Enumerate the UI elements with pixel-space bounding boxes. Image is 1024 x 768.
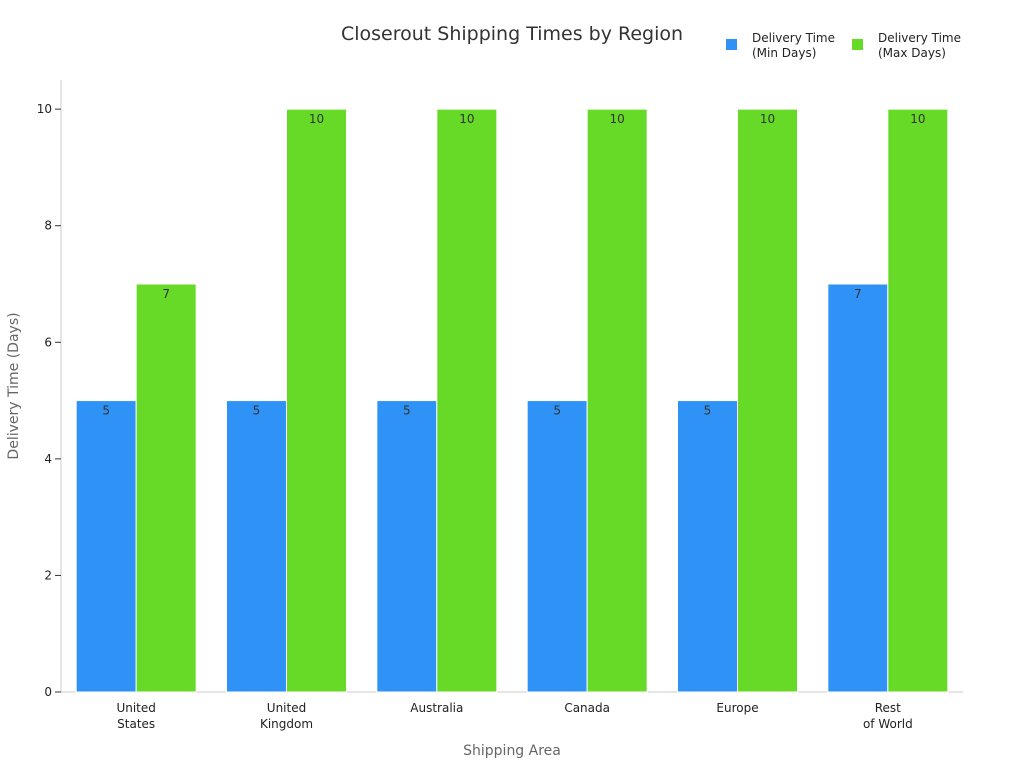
chart-title: Closerout Shipping Times by Region	[341, 23, 683, 45]
data-label: 5	[253, 404, 261, 418]
legend-swatch	[852, 39, 863, 50]
bar	[737, 108, 798, 693]
data-label: 5	[553, 404, 561, 418]
y-tick-label: 2	[44, 568, 52, 582]
data-label: 5	[704, 404, 712, 418]
bar	[827, 283, 889, 693]
x-tick-label: Rest of World	[863, 701, 913, 731]
legend-label: Delivery Time (Max Days)	[878, 31, 961, 60]
bar	[436, 108, 498, 693]
legend-swatch	[726, 39, 737, 50]
data-label: 5	[102, 404, 110, 418]
data-label: 10	[459, 112, 474, 126]
bar	[226, 400, 287, 693]
data-label: 7	[854, 287, 862, 301]
data-label: 7	[162, 287, 170, 301]
bar	[677, 400, 738, 693]
x-tick-label: Australia	[410, 701, 463, 715]
x-tick-label: United Kingdom	[260, 701, 313, 731]
legend-label: Delivery Time (Min Days)	[752, 31, 835, 60]
bars	[75, 108, 949, 693]
data-label: 10	[760, 112, 775, 126]
data-label: 10	[610, 112, 625, 126]
y-tick-label: 4	[44, 452, 52, 466]
data-label: 10	[910, 112, 925, 126]
y-tick-label: 0	[44, 685, 52, 699]
bar	[135, 283, 197, 693]
y-tick-label: 10	[37, 102, 52, 116]
bar	[526, 400, 588, 693]
bar	[887, 108, 949, 693]
data-label: 10	[309, 112, 324, 126]
y-tick-label: 6	[44, 335, 52, 349]
legend: Delivery Time (Min Days) Delivery Time (Max…	[726, 31, 961, 60]
bar	[586, 108, 648, 693]
x-tick-label: Canada	[564, 701, 610, 715]
x-axis-label: Shipping Area	[463, 743, 561, 759]
bar	[75, 400, 137, 693]
x-tick-label: Europe	[716, 701, 758, 715]
data-label: 5	[403, 404, 411, 418]
bar	[286, 108, 347, 693]
bar	[376, 400, 438, 693]
x-tick-label: United States	[116, 701, 155, 731]
data-labels: 5 7 5 10 5 10 5 10 5 10 7 10	[102, 112, 925, 417]
y-tick-label: 8	[44, 219, 52, 233]
axes: 0 2 4 6 8 10 United States United Kingdom Australi…	[37, 80, 963, 731]
y-axis-label: Delivery Time (Days)	[6, 312, 22, 459]
